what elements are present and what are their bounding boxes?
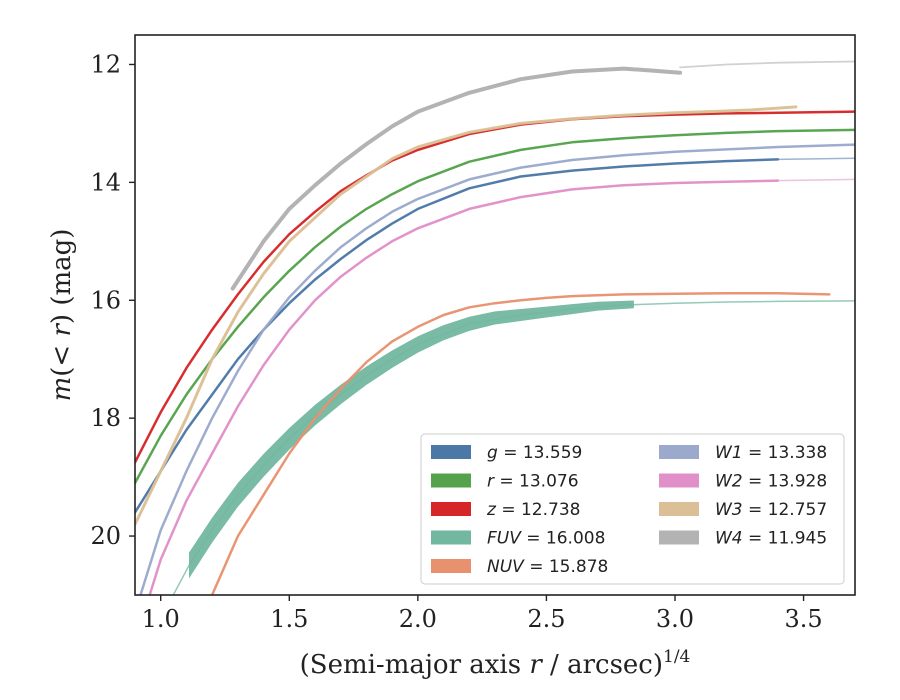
- series-nuv-line: [210, 291, 831, 595]
- legend-label-w3: W3 = 12.757: [715, 500, 827, 520]
- axis-ticks: 1.0 1.5 2.0 2.5 3.0 3.5 12 14 16 18 20: [90, 50, 822, 633]
- series-w4-model-line: [679, 60, 855, 69]
- series-fuv-band: [189, 300, 634, 579]
- series-z-line: [135, 110, 855, 464]
- legend-swatch-w4: [659, 530, 699, 545]
- legend-swatch-g: [431, 445, 471, 459]
- y-tick-label: 20: [90, 522, 121, 550]
- legend-label-r: r = 13.076: [487, 472, 579, 492]
- legend-label-z: z = 12.738: [486, 500, 580, 520]
- legend-swatch-r: [431, 473, 471, 488]
- legend-frame: [420, 433, 845, 585]
- x-tick-label: 3.0: [656, 605, 694, 633]
- x-tick-label: 2.0: [399, 605, 437, 633]
- plot-data-layer: [135, 60, 855, 595]
- legend-swatch-nuv: [431, 559, 471, 573]
- series-w3-line: [135, 105, 798, 526]
- plot-frame: [134, 34, 856, 596]
- y-tick-label: 14: [90, 168, 121, 196]
- legend-label-w1: W1 = 13.338: [715, 443, 827, 463]
- series-w2-line: [148, 179, 780, 595]
- legend-label-w2: W2 = 13.928: [715, 472, 827, 492]
- legend-swatch-fuv: [431, 530, 471, 545]
- y-tick-label: 16: [90, 286, 121, 314]
- y-tick-label: 12: [90, 50, 121, 78]
- x-tick-label: 2.5: [527, 605, 565, 633]
- legend: g = 13.559 r = 13.076 z = 12.738 FUV = 16.0…: [420, 433, 845, 585]
- legend-label-nuv: NUV = 15.878: [487, 557, 608, 577]
- series-w4-line: [230, 66, 683, 291]
- legend-label-fuv: FUV = 16.008: [487, 529, 605, 549]
- y-tick-label: 18: [90, 404, 121, 432]
- x-tick-label: 1.5: [270, 605, 308, 633]
- series-w1-line: [139, 143, 855, 595]
- legend-swatch-w3: [659, 502, 699, 516]
- legend-label-g: g = 13.559: [487, 443, 582, 463]
- x-tick-label: 1.0: [142, 605, 180, 633]
- legend-swatch-w1: [659, 445, 699, 459]
- series-g-line: [135, 158, 780, 514]
- x-axis-title: (Semi-major axis r / arcsec)1/4: [300, 647, 691, 680]
- y-axis-title: m(< r) (mag): [47, 229, 77, 402]
- legend-swatch-w2: [659, 473, 699, 488]
- legend-label-w4: W4 = 11.945: [715, 529, 827, 549]
- legend-swatch-z: [431, 502, 471, 516]
- x-tick-label: 3.5: [784, 605, 822, 633]
